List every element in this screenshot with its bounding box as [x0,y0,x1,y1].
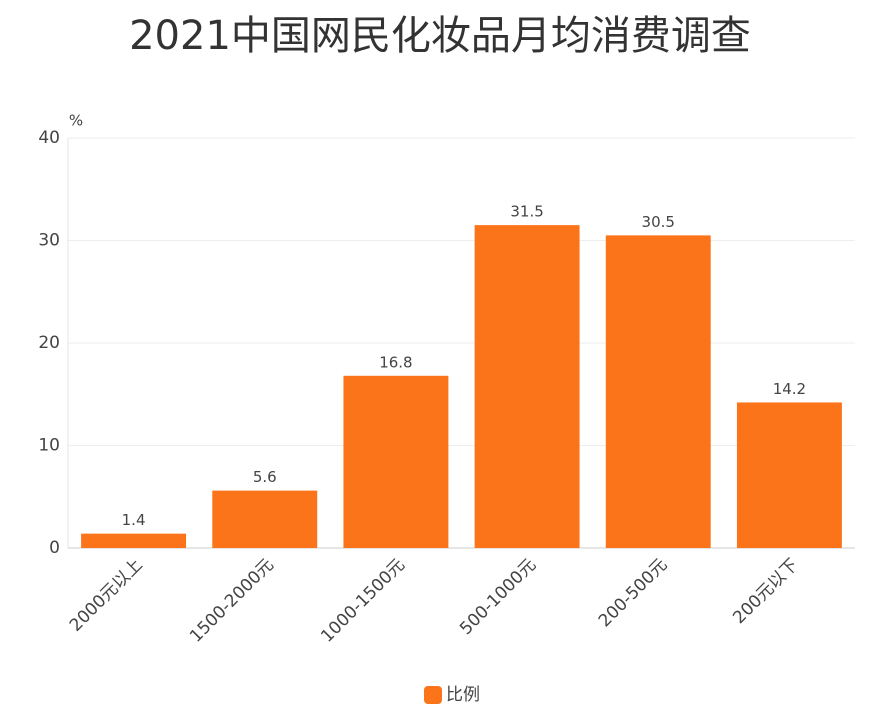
legend-swatch [424,686,442,704]
y-tick-label: 0 [49,538,60,558]
bar [605,235,711,548]
bar [474,225,580,548]
data-label: 14.2 [773,380,806,398]
legend-label: 比例 [446,685,480,705]
x-tick-label: 500-1000元 [456,555,540,639]
y-tick-label: 40 [38,128,60,148]
y-tick-label: 20 [38,333,60,353]
bar [212,490,318,548]
x-tick-label: 1000-1500元 [317,555,409,647]
data-label: 5.6 [253,468,277,486]
data-label: 16.8 [379,353,412,371]
x-tick-label: 2000元以上 [66,555,147,636]
bar [736,402,842,548]
y-axis-label: % [69,112,83,130]
bar [81,533,187,548]
bar [343,375,449,548]
y-tick-label: 30 [38,231,60,251]
x-tick-label: 1500-2000元 [186,555,278,647]
x-tick-label: 200-500元 [595,555,671,631]
chart-title: 2021中国网民化妆品月均消费调查 [129,13,751,59]
y-tick-label: 10 [38,436,60,456]
x-tick-label: 200元以下 [729,555,802,628]
data-label: 30.5 [642,213,675,231]
data-label: 1.4 [122,511,146,529]
data-label: 31.5 [510,203,543,221]
